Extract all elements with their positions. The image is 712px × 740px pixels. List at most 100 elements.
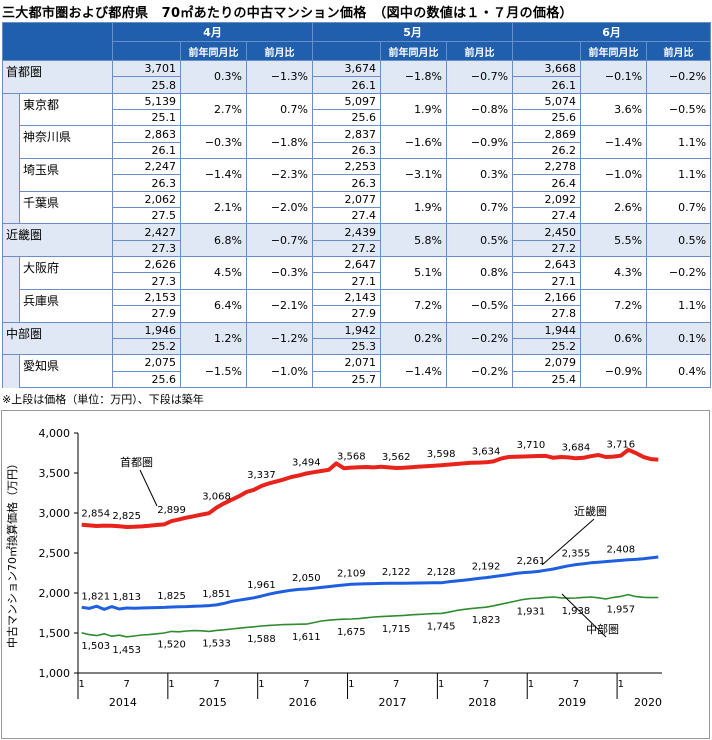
month-tick-label: 7 bbox=[573, 679, 579, 690]
month-tick-label: 1 bbox=[528, 679, 534, 690]
mom-cell: −1.3% bbox=[245, 60, 314, 94]
age-cell: 26.3 bbox=[112, 174, 181, 192]
age-cell: 27.1 bbox=[312, 272, 382, 290]
age-cell: 27.9 bbox=[312, 305, 382, 323]
mom-cell: −0.9% bbox=[446, 125, 514, 160]
age-cell: 25.4 bbox=[512, 370, 582, 389]
mom-cell: −0.5% bbox=[646, 92, 712, 127]
age-cell: 26.3 bbox=[312, 141, 382, 160]
data-label: 3,710 bbox=[517, 440, 546, 451]
mom-cell: 0.5% bbox=[646, 223, 712, 258]
yoy-subheader: 前年同月比 bbox=[380, 41, 448, 61]
mom-cell: 1.1% bbox=[646, 125, 712, 160]
price-cell: 2,062 bbox=[112, 190, 181, 209]
year-label: 2019 bbox=[558, 696, 586, 709]
data-label: 1,588 bbox=[247, 634, 276, 645]
data-label: 3,634 bbox=[472, 446, 501, 457]
yoy-cell: 1.9% bbox=[380, 92, 448, 127]
price-cell: 2,863 bbox=[112, 125, 181, 143]
yoy-cell: 0.3% bbox=[180, 60, 247, 94]
y-axis-label: 中古マンション70㎡換算価格（万円） bbox=[5, 458, 19, 648]
age-cell: 25.6 bbox=[312, 109, 382, 127]
price-cell: 2,153 bbox=[112, 288, 181, 307]
table-row-age: 25.8 26.1 26.1 bbox=[3, 76, 711, 94]
yoy-subheader: 前年同月比 bbox=[180, 41, 247, 61]
year-label: 2018 bbox=[468, 696, 496, 709]
region-label: 中部圏 bbox=[2, 321, 113, 356]
region-label: 首都圏 bbox=[2, 60, 113, 94]
data-label: 1,957 bbox=[607, 604, 636, 615]
price-cell: 2,253 bbox=[312, 158, 382, 176]
yoy-cell: 5.1% bbox=[380, 256, 448, 290]
chart-frame: 1,000 1,500 2,000 2,500 3,000 3,500 4,000 中古マンシ… bbox=[1, 410, 710, 739]
month-tick-label: 1 bbox=[618, 679, 624, 690]
yoy-cell: 0.6% bbox=[580, 321, 648, 356]
data-label: 3,494 bbox=[292, 457, 321, 468]
data-label: 3,562 bbox=[382, 452, 411, 463]
price-cell: 2,837 bbox=[312, 125, 382, 143]
month-tick-label: 7 bbox=[483, 679, 489, 690]
data-label: 3,598 bbox=[427, 449, 456, 460]
month-tick-label: 7 bbox=[303, 679, 309, 690]
data-label: 2,261 bbox=[517, 556, 546, 567]
price-cell: 2,166 bbox=[512, 288, 582, 307]
price-cell: 3,668 bbox=[512, 59, 582, 78]
region-indent bbox=[2, 191, 20, 224]
data-label: 2,192 bbox=[472, 562, 501, 573]
yoy-cell: 5.8% bbox=[380, 223, 448, 258]
yoy-subheader: 前年同月比 bbox=[580, 41, 648, 61]
price-cell: 2,075 bbox=[112, 354, 181, 372]
mom-cell: −0.7% bbox=[245, 223, 314, 258]
age-cell: 27.9 bbox=[112, 305, 181, 323]
mom-cell: −1.0% bbox=[245, 354, 314, 388]
data-label: 2,899 bbox=[157, 505, 186, 516]
data-label: 1,825 bbox=[157, 591, 186, 602]
mom-cell: 0.7% bbox=[245, 92, 314, 127]
table-row: 東京都 5,139 2.7% 0.7% 5,097 1.9% −0.8% 5,074 3.6% −… bbox=[2, 92, 712, 127]
price-cell: 5,139 bbox=[112, 92, 181, 111]
age-cell: 25.6 bbox=[512, 109, 582, 127]
mom-subheader: 前月比 bbox=[646, 41, 712, 61]
data-label: 2,128 bbox=[427, 567, 456, 578]
data-label: 1,823 bbox=[472, 615, 501, 626]
year-label: 2017 bbox=[378, 696, 406, 709]
table-row-age: 27.3 27.2 27.2 bbox=[3, 239, 711, 258]
data-label: 2,408 bbox=[607, 544, 636, 555]
yoy-cell: −0.9% bbox=[580, 354, 648, 388]
price-cell: 1,946 bbox=[112, 321, 181, 339]
yoy-cell: −1.0% bbox=[580, 158, 648, 192]
data-label: 1,813 bbox=[112, 592, 141, 603]
region-indent bbox=[2, 289, 20, 322]
data-label: 1,520 bbox=[157, 639, 186, 650]
yoy-cell: 3.6% bbox=[580, 92, 648, 127]
region-indent bbox=[2, 125, 20, 159]
price-cell: 1,944 bbox=[512, 321, 582, 339]
y-tick-label: 4,000 bbox=[39, 427, 71, 440]
y-tick-label: 2,500 bbox=[39, 547, 71, 560]
yoy-cell: 6.4% bbox=[180, 288, 247, 323]
mom-cell: 1.1% bbox=[646, 158, 712, 192]
region-indent bbox=[2, 158, 20, 192]
yoy-cell: 2.1% bbox=[180, 190, 247, 225]
region-label: 兵庫県 bbox=[19, 288, 113, 323]
mom-cell: −0.3% bbox=[245, 256, 314, 290]
region-label: 神奈川県 bbox=[19, 125, 113, 160]
page-title: 三大都市圏および都府県 70㎡あたりの中古マンション価格 （図中の数値は１・７月… bbox=[2, 6, 573, 21]
month-tick-label: 1 bbox=[79, 679, 85, 690]
price-subheader bbox=[112, 41, 181, 61]
age-cell: 25.6 bbox=[112, 370, 181, 389]
age-cell: 27.8 bbox=[512, 305, 582, 323]
price-subheader bbox=[512, 41, 582, 61]
region-indent bbox=[2, 354, 20, 388]
y-tick-label: 3,500 bbox=[39, 467, 71, 480]
month-tick-label: 1 bbox=[438, 679, 444, 690]
mom-cell: −0.8% bbox=[446, 92, 514, 127]
month-tick-label: 7 bbox=[213, 679, 219, 690]
region-indent bbox=[2, 93, 20, 126]
yoy-cell: 2.6% bbox=[580, 190, 648, 225]
table-corner bbox=[2, 22, 113, 61]
price-trend-chart: 1,000 1,500 2,000 2,500 3,000 3,500 4,000 中古マンシ… bbox=[5, 427, 662, 709]
data-label: 2,109 bbox=[337, 568, 366, 579]
region-label: 千葉県 bbox=[19, 190, 113, 225]
age-cell: 25.7 bbox=[312, 370, 382, 389]
